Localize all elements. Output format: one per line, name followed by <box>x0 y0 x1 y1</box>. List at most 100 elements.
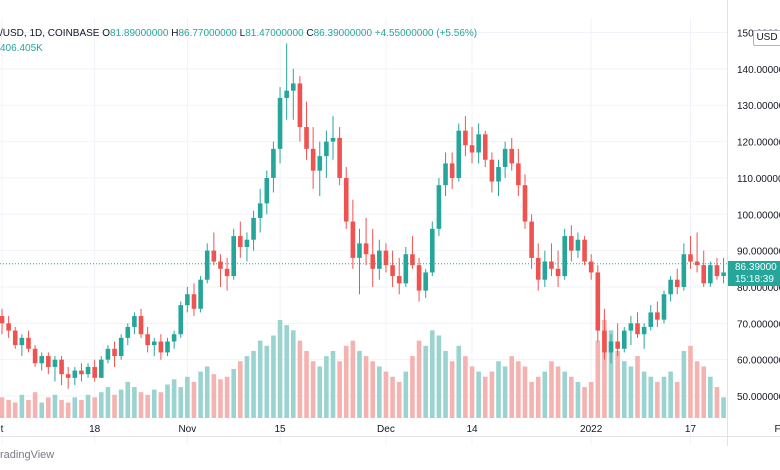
candle-body[interactable] <box>59 359 64 375</box>
candle-body[interactable] <box>165 341 170 353</box>
candle-body[interactable] <box>463 130 468 146</box>
candle-body[interactable] <box>436 185 442 229</box>
candle-body[interactable] <box>708 265 713 284</box>
candle-body[interactable] <box>377 250 382 269</box>
candle-body[interactable] <box>542 261 548 280</box>
candle-body[interactable] <box>290 83 296 91</box>
candle-body[interactable] <box>469 145 475 153</box>
candle-body[interactable] <box>99 359 104 378</box>
candle-body[interactable] <box>555 268 561 277</box>
candle-body[interactable] <box>85 366 91 375</box>
candle-body[interactable] <box>145 334 150 346</box>
candle-body[interactable] <box>244 239 250 247</box>
candle-body[interactable] <box>482 134 488 160</box>
candle-body[interactable] <box>238 236 243 247</box>
candle-body[interactable] <box>569 236 574 251</box>
candle-body[interactable] <box>178 305 184 335</box>
candle-body[interactable] <box>496 167 501 182</box>
candle-body[interactable] <box>264 177 270 204</box>
candle-body[interactable] <box>357 243 362 258</box>
candle-body[interactable] <box>648 312 654 327</box>
candle-body[interactable] <box>456 130 462 178</box>
candle-body[interactable] <box>12 330 18 346</box>
candle-body[interactable] <box>668 279 673 295</box>
candle-body[interactable] <box>688 254 693 262</box>
candle-body[interactable] <box>370 254 376 269</box>
candle-body[interactable] <box>489 159 495 182</box>
candle-body[interactable] <box>138 316 144 335</box>
candle-body[interactable] <box>112 348 117 357</box>
candle-body[interactable] <box>105 348 111 360</box>
candle-body[interactable] <box>271 148 276 178</box>
candle-body[interactable] <box>350 221 356 258</box>
candle-body[interactable] <box>641 326 647 335</box>
candle-body[interactable] <box>92 366 97 378</box>
candle-body[interactable] <box>383 250 389 266</box>
candle-body[interactable] <box>211 250 217 262</box>
candle-body[interactable] <box>171 334 177 342</box>
candle-body[interactable] <box>324 141 329 157</box>
candle-body[interactable] <box>655 312 660 320</box>
candle-body[interactable] <box>317 156 323 171</box>
candle-body[interactable] <box>443 163 448 186</box>
candle-body[interactable] <box>65 374 71 378</box>
candle-body[interactable] <box>449 163 455 178</box>
candle-body[interactable] <box>621 330 627 349</box>
candle-body[interactable] <box>198 279 203 309</box>
candle-body[interactable] <box>522 185 528 222</box>
candle-body[interactable] <box>277 97 283 149</box>
candle-body[interactable] <box>39 356 45 364</box>
candle-body[interactable] <box>118 337 124 357</box>
candle-body[interactable] <box>430 228 435 273</box>
candle-body[interactable] <box>224 268 230 277</box>
candle-body[interactable] <box>204 250 210 280</box>
candle-body[interactable] <box>608 341 614 353</box>
candle-body[interactable] <box>310 148 316 171</box>
candle-body[interactable] <box>502 148 508 168</box>
candle-body[interactable] <box>284 90 289 98</box>
candle-body[interactable] <box>251 217 256 240</box>
candle-body[interactable] <box>297 83 303 128</box>
candle-body[interactable] <box>602 330 607 353</box>
candle-body[interactable] <box>529 221 534 258</box>
candle-body[interactable] <box>231 236 236 277</box>
candle-body[interactable] <box>72 370 78 378</box>
candle-body[interactable] <box>396 276 402 284</box>
candle-body[interactable] <box>343 177 349 222</box>
candle-body[interactable] <box>549 261 554 269</box>
candle-body[interactable] <box>32 348 38 364</box>
candle-body[interactable] <box>158 341 164 353</box>
candle-body[interactable] <box>635 323 640 335</box>
tradingview-logo-text[interactable]: radingView <box>0 449 55 461</box>
candle-body[interactable] <box>562 236 567 277</box>
candle-body[interactable] <box>19 337 25 346</box>
candle-body[interactable] <box>390 265 395 277</box>
candle-body[interactable] <box>46 356 51 367</box>
candle-body[interactable] <box>595 272 601 331</box>
candle-body[interactable] <box>304 127 309 149</box>
candle-body[interactable] <box>509 148 515 164</box>
candle-body[interactable] <box>701 265 707 284</box>
candle-body[interactable] <box>330 137 336 142</box>
candle-body[interactable] <box>191 294 197 309</box>
candle-body[interactable] <box>185 294 190 306</box>
candle-body[interactable] <box>79 370 84 375</box>
candle-body[interactable] <box>423 272 428 291</box>
candle-body[interactable] <box>582 239 587 262</box>
candle-body[interactable] <box>714 265 720 277</box>
currency-selector[interactable]: USD <box>753 30 780 46</box>
candle-body[interactable] <box>535 257 541 280</box>
candle-body[interactable] <box>257 203 263 218</box>
candle-body[interactable] <box>6 323 11 331</box>
candle-body[interactable] <box>151 341 157 346</box>
candle-body[interactable] <box>0 316 5 324</box>
candle-body[interactable] <box>694 261 700 266</box>
candle-body[interactable] <box>575 239 581 251</box>
candle-body[interactable] <box>218 261 223 269</box>
candle-body[interactable] <box>132 316 137 327</box>
candle-body[interactable] <box>52 359 58 367</box>
candle-body[interactable] <box>721 272 726 277</box>
candle-body[interactable] <box>615 341 620 349</box>
candle-body[interactable] <box>681 254 687 287</box>
